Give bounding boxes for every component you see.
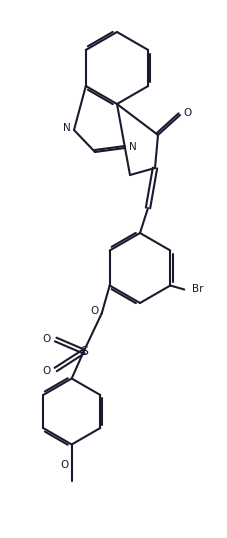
Text: O: O — [61, 459, 69, 470]
Text: S: S — [80, 345, 88, 358]
Text: O: O — [43, 334, 51, 343]
Text: N: N — [129, 142, 137, 152]
Text: N: N — [63, 123, 71, 133]
Text: Br: Br — [192, 285, 204, 294]
Text: O: O — [43, 365, 51, 376]
Text: O: O — [184, 108, 192, 118]
Text: O: O — [91, 307, 99, 316]
